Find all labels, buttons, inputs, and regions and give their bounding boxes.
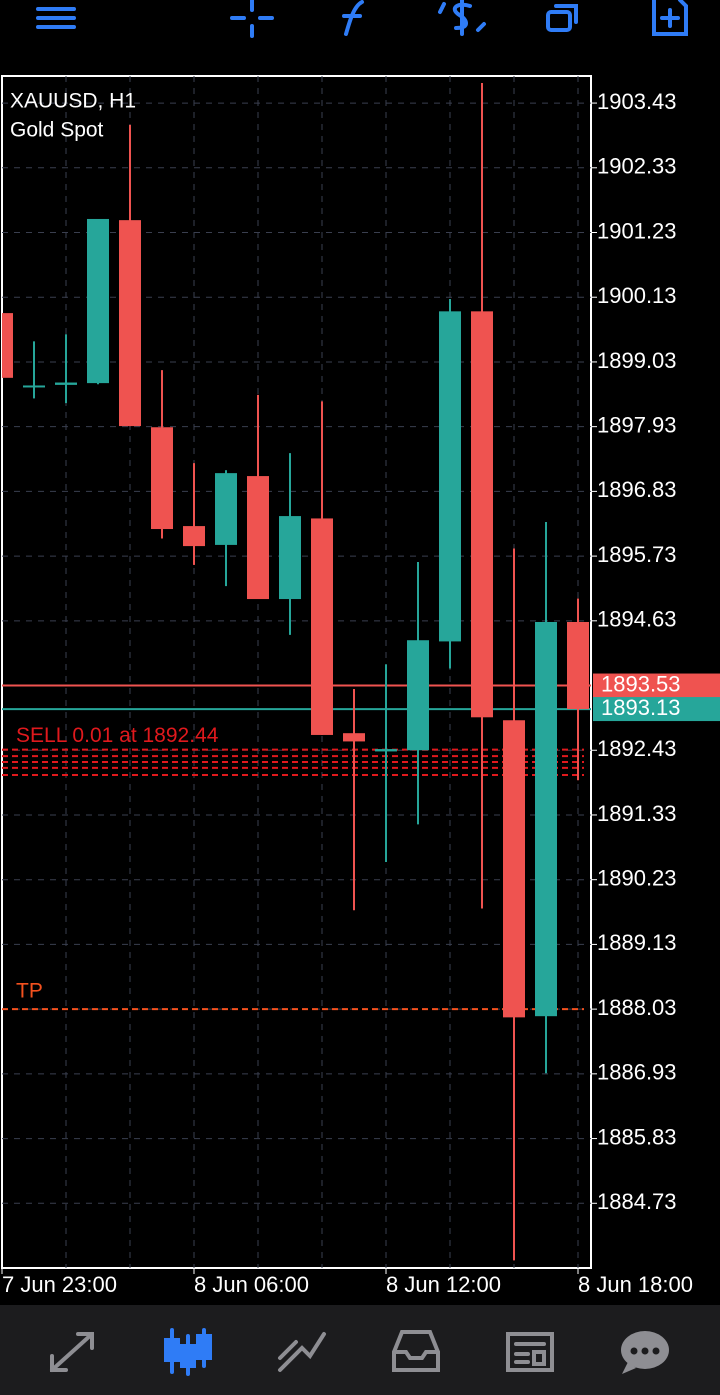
symbol-title: XAUUSD, H1	[10, 90, 136, 113]
bottom-nav-icons	[50, 1328, 669, 1376]
x-tick-label: 8 Jun 18:00	[578, 1272, 693, 1297]
menu-button[interactable]	[36, 7, 76, 29]
news-tab[interactable]	[506, 1332, 554, 1372]
candle-body	[215, 473, 237, 545]
y-tick-label: 1902.33	[597, 154, 677, 179]
y-tick-label: 1895.73	[597, 542, 677, 567]
candle-body	[151, 427, 173, 530]
windows-button[interactable]	[546, 4, 578, 32]
axis: 1903.43 1902.33 1901.23 1900.13 1899.03 1897.…	[1, 89, 720, 1297]
y-tick-label: 1890.23	[597, 866, 677, 891]
crosshair-button[interactable]	[230, 0, 274, 38]
y-tick-label: 1884.73	[597, 1189, 677, 1214]
y-tick-label: 1900.13	[597, 283, 677, 308]
y-tick-label: 1894.63	[597, 607, 677, 632]
top-toolbar	[36, 0, 688, 38]
order-label: SELL 0.01 at 1892.44	[16, 724, 219, 747]
y-tick-label: 1892.43	[597, 736, 677, 761]
candle-body	[343, 733, 365, 742]
candle-body	[87, 218, 109, 384]
quotes-tab[interactable]	[50, 1332, 94, 1372]
trade-tab[interactable]	[278, 1332, 326, 1372]
x-tick-label: 7 Jun 23:00	[2, 1272, 117, 1297]
y-tick-label: 1899.03	[597, 348, 677, 373]
y-tick-label: 1901.23	[597, 218, 677, 243]
y-tick-label: 1885.83	[597, 1124, 677, 1149]
ask-label: 1893.53	[601, 671, 681, 696]
tp-label: TP	[16, 980, 43, 1003]
y-tick-label: 1888.03	[597, 995, 677, 1020]
bottom-nav	[0, 1305, 720, 1395]
x-tick-label: 8 Jun 12:00	[386, 1272, 501, 1297]
candle-body	[2, 313, 13, 378]
new-order-button[interactable]	[652, 0, 688, 36]
y-tick-label: 1903.43	[597, 89, 677, 114]
y-tick-label: 1889.13	[597, 930, 677, 955]
y-tick-label: 1891.33	[597, 801, 677, 826]
y-tick-label: 1886.93	[597, 1060, 677, 1085]
levels: SELL 0.01 at 1892.44 TP	[2, 684, 591, 1011]
ask-box	[593, 673, 720, 698]
candle-body	[55, 382, 77, 385]
candle-body	[567, 621, 589, 710]
chat-tab[interactable]	[621, 1331, 669, 1374]
candle-body	[471, 311, 493, 718]
candle-body	[407, 640, 429, 751]
trade-button[interactable]	[438, 0, 486, 36]
symbol-description: Gold Spot	[10, 119, 104, 142]
candle-body	[247, 476, 269, 600]
candle-body	[439, 311, 461, 642]
y-tick-label: 1897.93	[597, 412, 677, 437]
chart-tab[interactable]	[164, 1328, 212, 1376]
candle-body	[183, 526, 205, 547]
x-tick-label: 8 Jun 06:00	[194, 1272, 309, 1297]
candles	[2, 83, 589, 1261]
candle-body	[119, 220, 141, 427]
y-tick-label: 1896.83	[597, 477, 677, 502]
plot-frame	[1, 75, 592, 1269]
candle-body	[23, 385, 45, 388]
bid-box	[593, 697, 720, 722]
bid-label: 1893.13	[601, 695, 681, 720]
candle-body	[503, 720, 525, 1018]
indicators-button[interactable]	[342, 0, 364, 36]
history-tab[interactable]	[392, 1330, 440, 1372]
candle-body	[375, 749, 397, 752]
candle-body	[535, 621, 557, 1017]
candle-body	[311, 518, 333, 735]
candle-body	[279, 516, 301, 600]
